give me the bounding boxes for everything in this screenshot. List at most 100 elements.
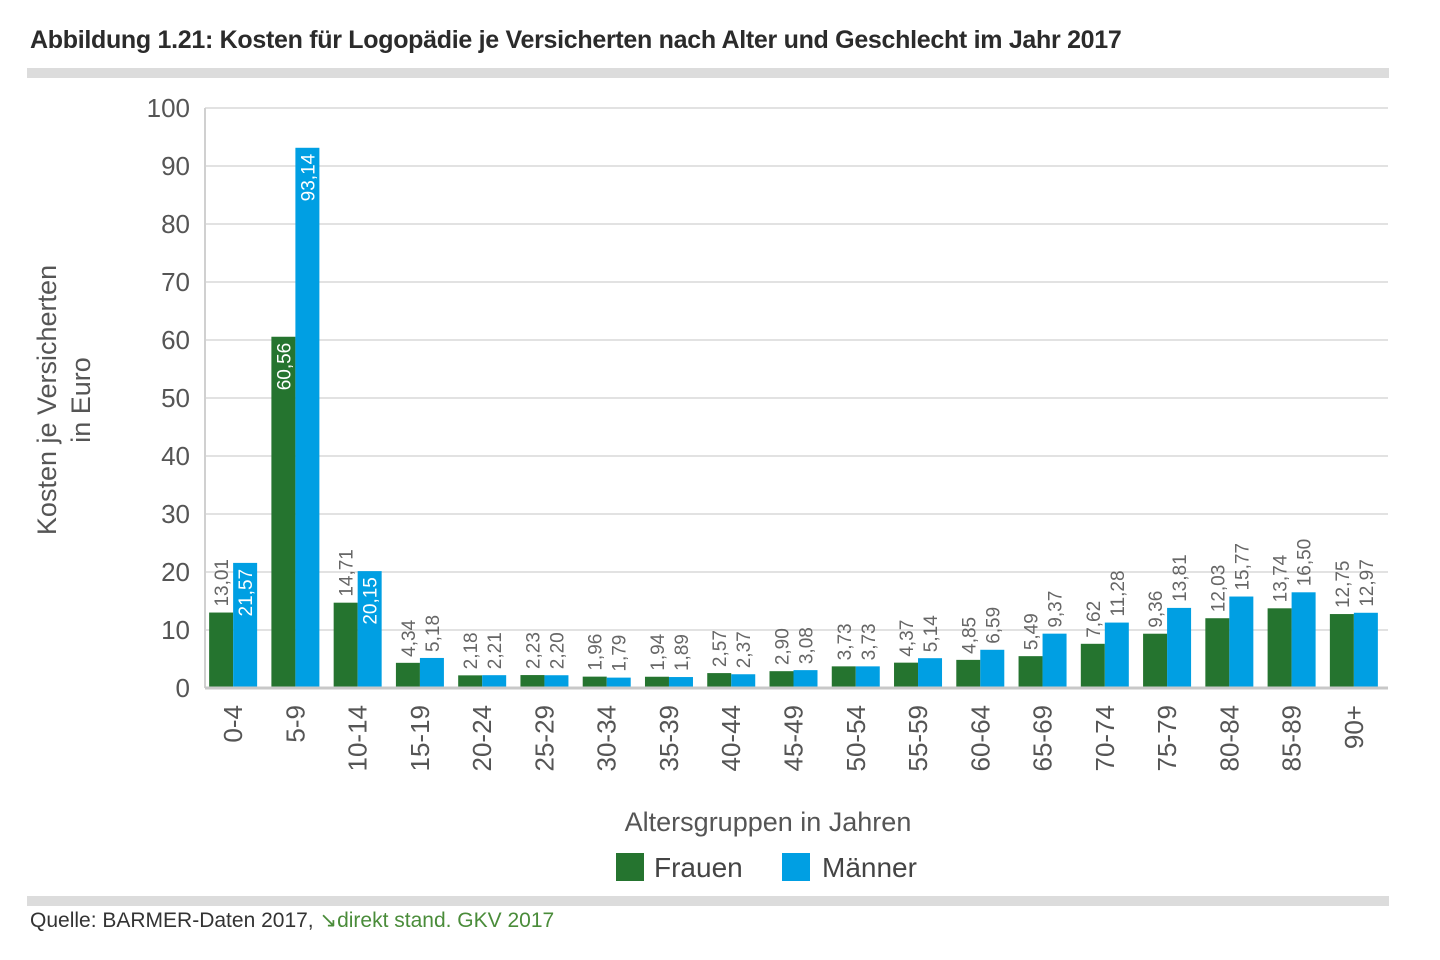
bar-männer [793, 670, 818, 688]
bar-frauen [894, 662, 919, 688]
header-divider [27, 68, 1389, 78]
y-tick-label: 60 [161, 325, 190, 355]
y-tick-label: 80 [161, 209, 190, 239]
x-tick-label: 30-34 [592, 705, 622, 772]
source-text: Quelle: BARMER-Daten 2017, [30, 909, 320, 932]
x-tick-label: 50-54 [841, 705, 871, 772]
data-label: 21,57 [236, 569, 257, 617]
legend-swatch-frauen [616, 853, 644, 881]
bar-männer [1229, 596, 1254, 688]
y-tick-label: 0 [176, 673, 190, 703]
bar-frauen [582, 676, 607, 688]
y-tick-label: 70 [161, 267, 190, 297]
x-tick-label: 55-59 [903, 705, 933, 772]
y-tick-label: 40 [161, 441, 190, 471]
data-label: 1,96 [586, 634, 607, 671]
data-label: 13,74 [1271, 554, 1292, 602]
bar-frauen [769, 671, 794, 688]
y-tick-label: 50 [161, 383, 190, 413]
data-label: 16,50 [1295, 539, 1316, 587]
bar-frauen [956, 659, 981, 688]
data-label: 9,37 [1046, 591, 1067, 628]
arrow-down-right-icon: ↘ [319, 909, 338, 932]
x-tick-label: 20-24 [467, 705, 497, 772]
data-label: 1,79 [610, 635, 631, 672]
data-label: 13,81 [1170, 554, 1191, 602]
bar-frauen [395, 662, 420, 688]
x-tick-label: 40-44 [716, 705, 746, 772]
bar-männer [1291, 592, 1316, 688]
x-tick-label: 25-29 [529, 705, 559, 772]
data-label: 4,34 [399, 619, 420, 656]
bar-frauen [707, 673, 732, 688]
x-tick-label: 60-64 [965, 705, 995, 772]
legend-label-männer: Männer [822, 852, 917, 883]
data-label: 11,28 [1108, 570, 1129, 616]
x-tick-label: 65-69 [1028, 705, 1058, 772]
y-tick-label: 100 [147, 93, 190, 123]
source-note: Quelle: BARMER-Daten 2017, ↘direkt stand… [30, 908, 554, 933]
bar-frauen [520, 675, 545, 688]
x-tick-label: 85-89 [1277, 705, 1307, 772]
data-label: 5,14 [921, 615, 942, 652]
bar-männer [357, 571, 382, 688]
bar-frauen [1267, 608, 1292, 688]
bar-frauen [209, 612, 234, 688]
data-label: 3,73 [835, 623, 856, 660]
bar-frauen [1018, 656, 1043, 688]
data-label: 2,20 [547, 632, 568, 669]
bar-frauen [458, 675, 483, 688]
y-tick-label: 10 [161, 615, 190, 645]
bar-männer [980, 649, 1005, 688]
data-label: 4,37 [897, 620, 918, 657]
bar-männer [606, 677, 631, 688]
bar-frauen [1080, 643, 1105, 688]
bar-männer [668, 677, 693, 688]
chart-title: Abbildung 1.21: Kosten für Logopädie je … [30, 26, 1122, 54]
bar-frauen [271, 336, 296, 688]
x-tick-label: 70-74 [1090, 705, 1120, 772]
y-axis-title: Kosten je Versicherten [32, 265, 62, 535]
data-label: 9,36 [1146, 591, 1167, 628]
x-tick-label: 35-39 [654, 705, 684, 772]
x-tick-label: 90+ [1339, 705, 1369, 749]
y-tick-label: 20 [161, 557, 190, 587]
data-label: 2,18 [461, 632, 482, 669]
bar-männer [918, 658, 943, 688]
data-label: 12,75 [1333, 561, 1354, 609]
legend-swatch-männer [782, 853, 810, 881]
bar-frauen [333, 602, 358, 688]
data-label: 2,37 [734, 631, 755, 668]
data-label: 60,56 [274, 343, 295, 391]
y-axis-title: in Euro [66, 357, 96, 443]
bar-frauen [1205, 618, 1230, 688]
x-tick-label: 5-9 [280, 705, 310, 743]
bar-männer [295, 147, 320, 689]
bar-frauen [1143, 633, 1168, 688]
data-label: 3,08 [797, 627, 818, 664]
source-link[interactable]: ↘direkt stand. GKV 2017 [319, 909, 554, 932]
x-tick-label: 0-4 [218, 705, 248, 743]
data-label: 1,89 [672, 634, 693, 671]
bar-männer [1104, 622, 1129, 688]
x-tick-label: 45-49 [779, 705, 809, 772]
data-label: 3,73 [859, 623, 880, 660]
data-label: 2,57 [710, 630, 731, 667]
legend-label-frauen: Frauen [654, 852, 743, 883]
data-label: 2,21 [485, 632, 506, 669]
bar-frauen [831, 666, 856, 688]
data-label: 1,94 [648, 633, 669, 670]
source-link-text: direkt stand. GKV 2017 [337, 909, 555, 932]
data-label: 15,77 [1232, 543, 1253, 591]
data-label: 2,23 [523, 632, 544, 669]
y-tick-label: 90 [161, 151, 190, 181]
bar-männer [544, 675, 569, 688]
data-label: 14,71 [337, 549, 358, 597]
footer-divider [27, 896, 1389, 906]
bar-männer [1042, 633, 1067, 688]
data-label: 4,85 [959, 617, 980, 654]
data-label: 2,90 [773, 628, 794, 665]
x-tick-label: 10-14 [343, 705, 373, 772]
bar-frauen [644, 676, 669, 688]
